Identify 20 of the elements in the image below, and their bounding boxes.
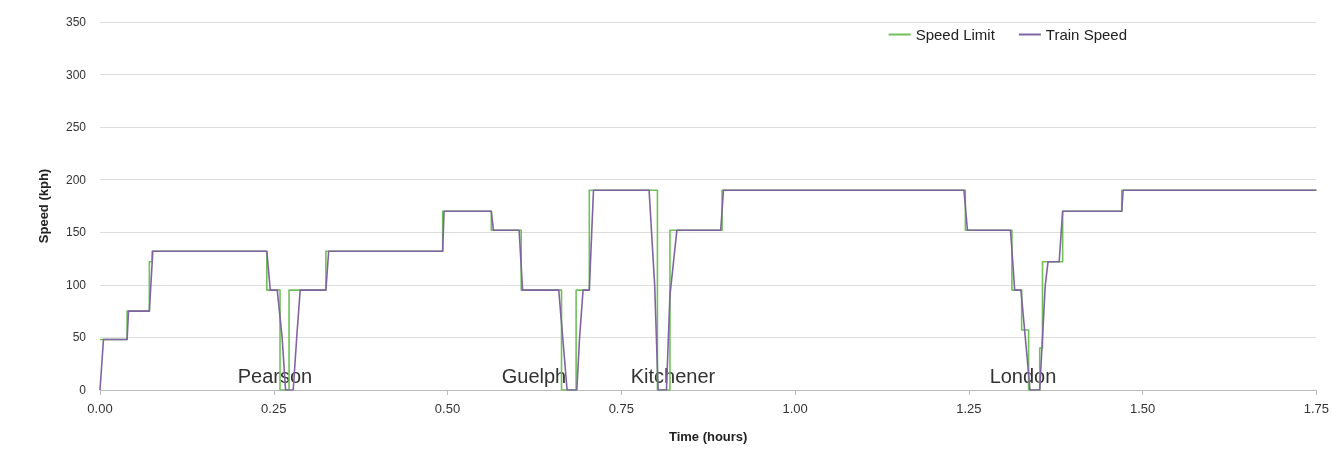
y-tick-label: 0 bbox=[79, 383, 87, 397]
x-tick-label: 1.00 bbox=[782, 401, 808, 416]
x-tick-label: 1.25 bbox=[956, 401, 982, 416]
y-tick-label: 100 bbox=[65, 277, 87, 292]
x-tick-label: 1.50 bbox=[1129, 401, 1156, 416]
y-tick-label: 150 bbox=[65, 225, 87, 240]
y-tick-label: 200 bbox=[65, 172, 87, 187]
y-tick-label: 300 bbox=[65, 67, 87, 82]
x-tick-label: 0.50 bbox=[434, 401, 461, 416]
x-tick-label: 0.25 bbox=[261, 401, 287, 416]
x-axis-title: Time (hours) bbox=[668, 429, 748, 444]
y-axis-title: Speed (kph) bbox=[36, 168, 51, 244]
y-tick-label: 350 bbox=[65, 15, 87, 29]
x-tick-label: 0.75 bbox=[608, 401, 634, 416]
x-tick-label: 0.00 bbox=[87, 401, 113, 416]
legend-label: Speed Limit bbox=[915, 26, 996, 43]
y-tick-label: 50 bbox=[72, 330, 87, 345]
x-tick-label: 1.75 bbox=[1303, 401, 1330, 416]
y-tick-label: 250 bbox=[65, 120, 87, 135]
legend-label: Train Speed bbox=[1045, 26, 1128, 43]
